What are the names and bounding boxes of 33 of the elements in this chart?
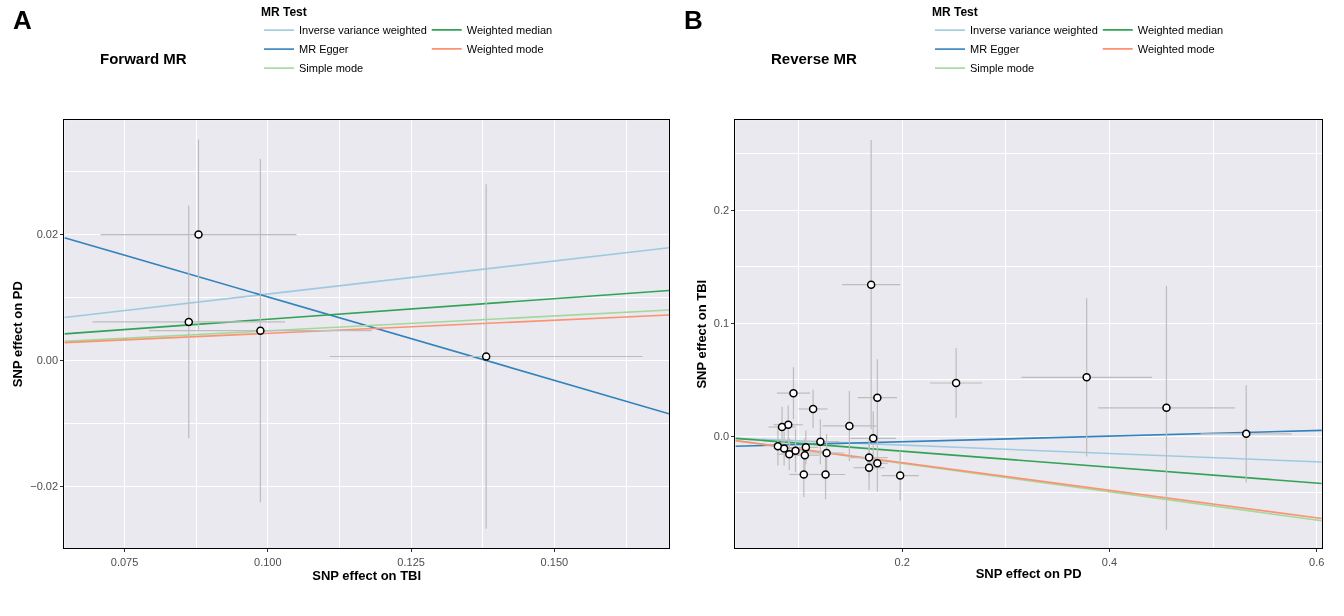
x-tick-label: 0.075 <box>110 555 139 568</box>
text: A <box>13 5 32 35</box>
chart-title: Forward MR <box>100 50 187 67</box>
legend-label: Simple mode <box>970 62 1035 75</box>
x-axis-title: SNP effect on PD <box>975 566 1082 582</box>
legend-label: Inverse variance weighted <box>970 24 1098 37</box>
y-tick-label: 0.2 <box>713 204 730 216</box>
y-tick-label: 0.00 <box>36 354 59 367</box>
legend-label: Weighted median <box>1137 24 1224 37</box>
legend-label: Simple mode <box>299 62 364 75</box>
y-tick-label: 0.1 <box>713 316 730 329</box>
x-tick-label: 0.150 <box>540 555 569 568</box>
x-tick-label: 0.4 <box>1101 555 1118 568</box>
x-tick-label: 0.6 <box>1309 555 1325 568</box>
chart-title: Reverse MR <box>771 50 858 67</box>
legend-label: Weighted median <box>466 24 553 37</box>
x-axis-title: SNP effect on TBI <box>312 567 422 583</box>
legend-label: Weighted mode <box>1137 43 1215 56</box>
legend-label: Inverse variance weighted <box>299 24 427 37</box>
x-tick-label: 0.2 <box>894 555 910 568</box>
text: B <box>684 5 703 35</box>
y-axis-title: SNP effect on TBI <box>693 279 709 389</box>
y-tick-label: 0.02 <box>36 228 59 241</box>
legend-label: Weighted mode <box>466 43 544 56</box>
y-axis-title: SNP effect on PD <box>10 281 26 388</box>
legend-label: MR Egger <box>970 43 1020 56</box>
y-tick-label: −0.02 <box>30 479 59 492</box>
x-tick-label: 0.125 <box>397 555 425 568</box>
y-tick-label: 0.0 <box>713 429 730 442</box>
legend-title: MR Test <box>261 4 307 19</box>
x-tick-label: 0.100 <box>254 555 282 568</box>
legend-label: MR Egger <box>299 43 349 56</box>
legend-title: MR Test <box>932 4 978 19</box>
